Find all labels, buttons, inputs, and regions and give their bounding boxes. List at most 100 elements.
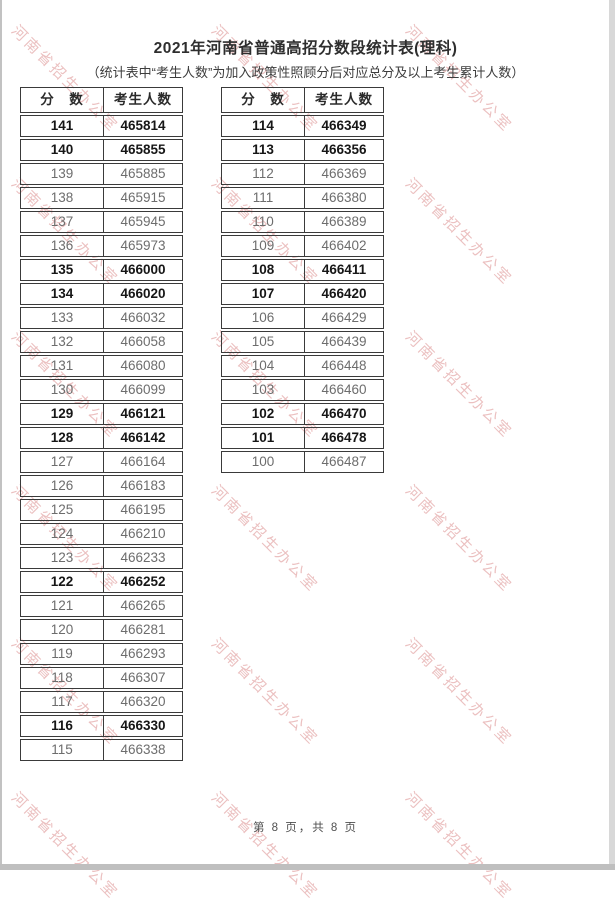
score-cell: 137 bbox=[20, 211, 103, 233]
score-cell: 107 bbox=[221, 283, 304, 305]
table-row: 127 466164 bbox=[20, 451, 183, 473]
table-row: 101 466478 bbox=[221, 427, 384, 449]
score-cell: 122 bbox=[20, 571, 103, 593]
count-cell: 466460 bbox=[304, 379, 384, 401]
score-cell: 113 bbox=[221, 139, 304, 161]
count-column-header: 考生人数 bbox=[103, 87, 183, 113]
count-cell: 465915 bbox=[103, 187, 183, 209]
count-cell: 465973 bbox=[103, 235, 183, 257]
table-row: 113 466356 bbox=[221, 139, 384, 161]
table-row: 116 466330 bbox=[20, 715, 183, 737]
count-cell: 466099 bbox=[103, 379, 183, 401]
count-cell: 465814 bbox=[103, 115, 183, 137]
table-row: 119 466293 bbox=[20, 643, 183, 665]
score-cell: 136 bbox=[20, 235, 103, 257]
score-cell: 111 bbox=[221, 187, 304, 209]
table-row: 121 466265 bbox=[20, 595, 183, 617]
score-cell: 108 bbox=[221, 259, 304, 281]
table-row: 139 465885 bbox=[20, 163, 183, 185]
count-cell: 466058 bbox=[103, 331, 183, 353]
count-cell: 466142 bbox=[103, 427, 183, 449]
count-cell: 466356 bbox=[304, 139, 384, 161]
score-cell: 106 bbox=[221, 307, 304, 329]
count-cell: 466349 bbox=[304, 115, 384, 137]
table-row: 124 466210 bbox=[20, 523, 183, 545]
score-cell: 109 bbox=[221, 235, 304, 257]
score-cell: 114 bbox=[221, 115, 304, 137]
watermark-text: 河南省招生办公室 bbox=[401, 789, 516, 903]
score-cell: 104 bbox=[221, 355, 304, 377]
count-cell: 466233 bbox=[103, 547, 183, 569]
score-cell: 116 bbox=[20, 715, 103, 737]
score-cell: 101 bbox=[221, 427, 304, 449]
table-row: 114 466349 bbox=[221, 115, 384, 137]
count-cell: 465885 bbox=[103, 163, 183, 185]
score-cell: 135 bbox=[20, 259, 103, 281]
score-cell: 127 bbox=[20, 451, 103, 473]
watermark-text: 河南省招生办公室 bbox=[207, 482, 322, 596]
table-row: 125 466195 bbox=[20, 499, 183, 521]
count-cell: 466164 bbox=[103, 451, 183, 473]
table-row: 103 466460 bbox=[221, 379, 384, 401]
score-cell: 121 bbox=[20, 595, 103, 617]
page-edge-bottom bbox=[0, 864, 615, 870]
score-cell: 123 bbox=[20, 547, 103, 569]
score-table-right: 分 数考生人数 114 466349 113 466356 112 466369 111 46… bbox=[221, 85, 384, 475]
table-row: 110 466389 bbox=[221, 211, 384, 233]
count-cell: 466252 bbox=[103, 571, 183, 593]
score-cell: 141 bbox=[20, 115, 103, 137]
page-edge-left bbox=[0, 0, 2, 870]
table-header-row: 分 数考生人数 bbox=[221, 87, 384, 113]
score-cell: 131 bbox=[20, 355, 103, 377]
count-column-header: 考生人数 bbox=[304, 87, 384, 113]
table-row: 106 466429 bbox=[221, 307, 384, 329]
count-cell: 466195 bbox=[103, 499, 183, 521]
score-cell: 139 bbox=[20, 163, 103, 185]
count-cell: 466121 bbox=[103, 403, 183, 425]
count-cell: 466478 bbox=[304, 427, 384, 449]
score-cell: 138 bbox=[20, 187, 103, 209]
table-row: 117 466320 bbox=[20, 691, 183, 713]
score-column-header: 分 数 bbox=[20, 87, 103, 113]
count-cell: 466369 bbox=[304, 163, 384, 185]
score-cell: 120 bbox=[20, 619, 103, 641]
table-row: 130 466099 bbox=[20, 379, 183, 401]
score-cell: 132 bbox=[20, 331, 103, 353]
count-cell: 466293 bbox=[103, 643, 183, 665]
table-row: 138 465915 bbox=[20, 187, 183, 209]
table-row: 140 465855 bbox=[20, 139, 183, 161]
count-cell: 466420 bbox=[304, 283, 384, 305]
count-cell: 466320 bbox=[103, 691, 183, 713]
count-cell: 466032 bbox=[103, 307, 183, 329]
count-cell: 466402 bbox=[304, 235, 384, 257]
page-edge-right bbox=[609, 0, 615, 870]
count-cell: 466080 bbox=[103, 355, 183, 377]
table-row: 115 466338 bbox=[20, 739, 183, 761]
table-row: 131 466080 bbox=[20, 355, 183, 377]
count-cell: 466429 bbox=[304, 307, 384, 329]
table-row: 136 465973 bbox=[20, 235, 183, 257]
count-cell: 466389 bbox=[304, 211, 384, 233]
table-row: 111 466380 bbox=[221, 187, 384, 209]
score-cell: 124 bbox=[20, 523, 103, 545]
score-cell: 102 bbox=[221, 403, 304, 425]
score-cell: 105 bbox=[221, 331, 304, 353]
score-cell: 118 bbox=[20, 667, 103, 689]
count-cell: 466470 bbox=[304, 403, 384, 425]
table-row: 141 465814 bbox=[20, 115, 183, 137]
score-cell: 117 bbox=[20, 691, 103, 713]
score-cell: 128 bbox=[20, 427, 103, 449]
score-cell: 126 bbox=[20, 475, 103, 497]
table-row: 112 466369 bbox=[221, 163, 384, 185]
table-row: 102 466470 bbox=[221, 403, 384, 425]
count-cell: 466281 bbox=[103, 619, 183, 641]
score-column-header: 分 数 bbox=[221, 87, 304, 113]
count-cell: 466000 bbox=[103, 259, 183, 281]
table-header-row: 分 数考生人数 bbox=[20, 87, 183, 113]
table-row: 120 466281 bbox=[20, 619, 183, 641]
table-row: 132 466058 bbox=[20, 331, 183, 353]
table-row: 122 466252 bbox=[20, 571, 183, 593]
score-cell: 133 bbox=[20, 307, 103, 329]
count-cell: 466380 bbox=[304, 187, 384, 209]
table-row: 135 466000 bbox=[20, 259, 183, 281]
